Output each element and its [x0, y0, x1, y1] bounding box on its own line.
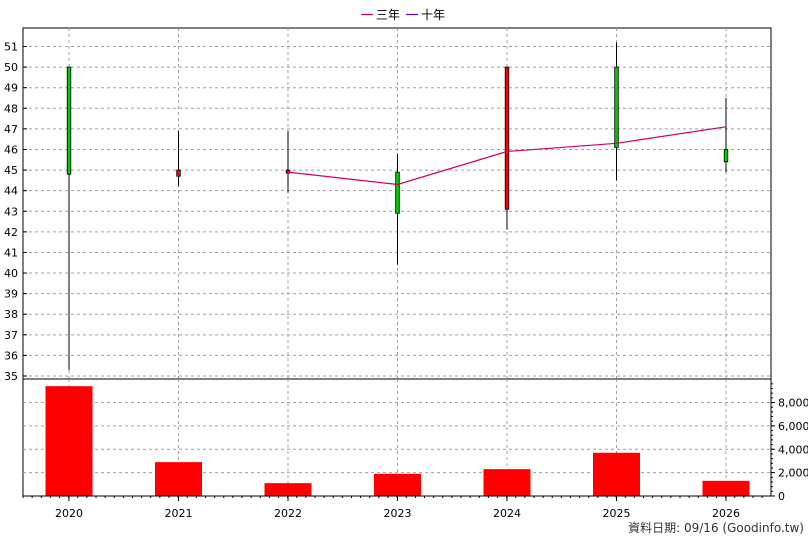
candle-body-2024 [504, 66, 510, 210]
price-tick-label: 38 [4, 308, 18, 321]
price-tick-label: 40 [4, 267, 18, 280]
volume-tick-label: 8,000 [778, 397, 808, 410]
volume-bar-2023 [374, 473, 421, 496]
price-tick-label: 42 [4, 226, 18, 239]
x-tick-label: 2023 [384, 507, 412, 520]
x-tick-label: 2026 [712, 507, 740, 520]
price-tick-label: 43 [4, 205, 18, 218]
price-tick-label: 45 [4, 164, 18, 177]
volume-bar-2021 [155, 462, 202, 496]
candle-body-2022 [285, 169, 291, 174]
price-tick-label: 37 [4, 329, 18, 342]
price-tick-label: 46 [4, 143, 18, 156]
volume-bar-2020 [45, 386, 93, 496]
price-tick-label: 39 [4, 288, 18, 301]
x-tick-label: 2020 [55, 507, 83, 520]
candle-body-2023 [395, 171, 400, 214]
x-axis: 2020 2021 2022 2023 2024 2025 2026 [22, 495, 771, 520]
candle-body-2025 [614, 66, 619, 148]
volume-tick-label: 4,000 [778, 443, 808, 456]
price-tick-label: 44 [4, 185, 18, 198]
candle-body-2026 [723, 149, 729, 163]
legend: 三年 十年 [361, 8, 445, 22]
price-panel: 35 36 37 38 39 40 41 42 43 44 45 46 47 48 49 50 51 [4, 27, 772, 383]
price-tick-label: 41 [4, 246, 18, 259]
series-line-0 [287, 126, 727, 186]
price-tick-label: 36 [4, 349, 18, 362]
price-tick-label: 48 [4, 102, 18, 115]
price-tick-label: 51 [4, 41, 18, 54]
price-tick-label: 49 [4, 82, 18, 95]
legend-label-ten-year: 十年 [421, 8, 445, 22]
price-tick-label: 50 [4, 61, 18, 74]
x-tick-label: 2024 [493, 507, 521, 520]
price-tick-label: 35 [4, 370, 18, 383]
x-tick-label: 2022 [274, 507, 302, 520]
volume-bar-2022 [264, 483, 312, 496]
legend-label-three-year: 三年 [376, 8, 400, 22]
data-date-credit: 資料日期: 09/16 (Goodinfo.tw) [628, 521, 804, 535]
volume-panel: 0 2,000 4,000 6,000 8,000 [22, 378, 808, 503]
volume-bar-2026 [702, 480, 750, 496]
volume-tick-label: 0 [778, 490, 785, 503]
candle-body-2021 [176, 169, 181, 177]
x-tick-label: 2025 [603, 507, 631, 520]
volume-bar-2024 [483, 469, 531, 496]
x-tick-label: 2021 [165, 507, 193, 520]
volume-tick-label: 2,000 [778, 467, 808, 480]
candle-body-2020 [66, 66, 72, 175]
price-tick-label: 47 [4, 123, 18, 136]
volume-bar-2025 [593, 452, 640, 496]
volume-tick-label: 6,000 [778, 420, 808, 433]
